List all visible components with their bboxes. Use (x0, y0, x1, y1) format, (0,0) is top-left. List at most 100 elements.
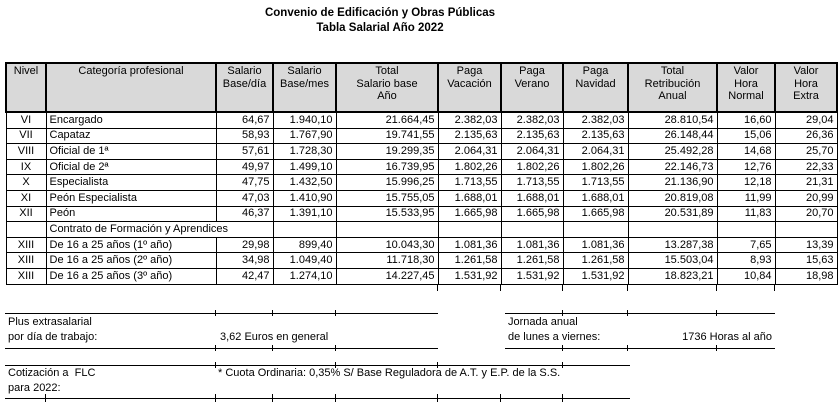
total-retribucion-cell: 21.136,90 (627, 174, 718, 191)
total-retribucion-cell: 15.503,04 (627, 252, 718, 269)
paga-vacacion-cell: 1.665,98 (437, 205, 502, 223)
jornada-value: 1736 Horas al año (682, 331, 772, 343)
salario-base-dia-cell: 47,75 (215, 174, 274, 191)
valor-hora-extra-cell: 25,70 (774, 143, 838, 160)
valor-hora-extra-cell: 26,36 (774, 127, 838, 145)
plus-label-line2: por día de trabajo: (8, 331, 98, 343)
gridline-tick (627, 285, 628, 291)
paga-verano-cell: 1.688,01 (500, 189, 564, 207)
salario-base-mes-cell: 899,40 (272, 236, 337, 254)
total-retribucion-cell: 22.146,73 (627, 158, 718, 176)
nivel-cell: XII (5, 205, 47, 223)
section-label-cell: Contrato de Formación y Aprendices (45, 221, 274, 238)
total-salario-base-cell: 11.718,30 (335, 252, 439, 269)
paga-verano-cell: 2.064,31 (500, 143, 564, 160)
nivel-cell: VII (5, 127, 47, 145)
nivel-cell: VIII (5, 143, 47, 160)
gridline-tick (562, 394, 563, 402)
cotizacion-label-line2: para 2022: (8, 382, 61, 394)
total-retribucion-cell: 28.810,54 (627, 111, 718, 129)
valor-hora-normal-cell: 8,93 (716, 252, 776, 269)
salario-base-dia-cell: 34,98 (215, 252, 274, 269)
table-row: VI Encargado 64,67 1.940,10 21.664,45 2.382,0… (5, 111, 838, 129)
gridline-tick (437, 394, 438, 402)
salario-base-dia-cell: 42,47 (215, 267, 274, 285)
salario-base-mes-cell: 1.391,10 (272, 205, 337, 223)
empty-cell (500, 221, 564, 238)
gridline-tick (45, 394, 46, 402)
salario-base-mes-cell: 1.049,40 (272, 252, 337, 269)
paga-vacacion-cell: 1.081,36 (437, 236, 502, 254)
categoria-cell: Especialista (45, 174, 217, 191)
gridline-tick (774, 285, 775, 291)
paga-verano-cell: 1.531,92 (500, 267, 564, 285)
categoria-cell: De 16 a 25 años (1º año) (45, 236, 217, 254)
valor-hora-normal-cell: 15,06 (716, 127, 776, 145)
gridline-tick (215, 362, 216, 368)
gridline-tick (500, 285, 501, 291)
total-retribucion-cell: 13.287,38 (627, 236, 718, 254)
valor-hora-normal-cell: 12,18 (716, 174, 776, 191)
paga-vacacion-cell: 2.382,03 (437, 111, 502, 129)
plus-extrasalarial-note: Plus extrasalarial por día de trabajo: 3… (5, 313, 438, 349)
paga-verano-cell: 1.081,36 (500, 236, 564, 254)
header-salario-dia: Salario Base/día (215, 62, 274, 113)
header-paga-navidad: Paga Navidad (562, 62, 629, 113)
salario-base-dia-cell: 47,03 (215, 189, 274, 207)
valor-hora-normal-cell: 16,60 (716, 111, 776, 129)
table-row: XIII De 16 a 25 años (3º año) 42,47 1.274,1… (5, 267, 838, 285)
total-salario-base-cell: 19.741,55 (335, 127, 439, 145)
salario-base-mes-cell: 1.274,10 (272, 267, 337, 285)
empty-cell (627, 221, 718, 238)
paga-verano-cell: 1.713,55 (500, 174, 564, 191)
header-hora-extra: Valor Hora Extra (774, 62, 838, 113)
gridline-tick (272, 345, 273, 351)
gridline-tick (562, 310, 563, 316)
table-row: IX Oficial de 2ª 49,97 1.499,10 16.739,95 1.8… (5, 158, 838, 176)
empty-cell (562, 221, 629, 238)
gridline-tick (215, 310, 216, 316)
paga-navidad-cell: 1.081,36 (562, 236, 629, 254)
valor-hora-extra-cell: 20,99 (774, 189, 838, 207)
jornada-label-line2: de lunes a viernes: (508, 331, 601, 343)
header-salario-mes: Salario Base/mes (272, 62, 337, 113)
paga-vacacion-cell: 1.713,55 (437, 174, 502, 191)
empty-cell (335, 221, 439, 238)
gridline-tick (627, 345, 628, 351)
nivel-cell: VI (5, 111, 47, 129)
salary-table-body: VI Encargado 64,67 1.940,10 21.664,45 2.382,0… (5, 111, 838, 285)
table-row: XIII De 16 a 25 años (2º año) 34,98 1.049,4… (5, 252, 838, 269)
salario-base-dia-cell: 46,37 (215, 205, 274, 223)
gridline-tick (437, 362, 438, 368)
gridline-tick (716, 285, 717, 291)
salario-base-mes-cell: 1.410,90 (272, 189, 337, 207)
total-salario-base-cell: 10.043,30 (335, 236, 439, 254)
valor-hora-extra-cell: 20,70 (774, 205, 838, 223)
paga-verano-cell: 1.802,26 (500, 158, 564, 176)
total-salario-base-cell: 21.664,45 (335, 111, 439, 129)
paga-navidad-cell: 1.713,55 (562, 174, 629, 191)
total-salario-base-cell: 16.739,95 (335, 158, 439, 176)
gridline-tick (215, 394, 216, 402)
valor-hora-normal-cell: 10,84 (716, 267, 776, 285)
salario-base-mes-cell: 1.940,10 (272, 111, 337, 129)
paga-verano-cell: 1.261,58 (500, 252, 564, 269)
nivel-cell: X (5, 174, 47, 191)
title-line1: Convenio de Edificación y Obras Públicas (264, 7, 496, 19)
gridline-tick (272, 394, 273, 402)
valor-hora-extra-cell: 21,31 (774, 174, 838, 191)
nivel-cell: XIII (5, 267, 47, 285)
gridline-tick (500, 394, 501, 402)
jornada-anual-note: Jornada anual de lunes a viernes: 1736 H… (505, 313, 775, 349)
total-retribucion-cell: 25.492,28 (627, 143, 718, 160)
nivel-cell: IX (5, 158, 47, 176)
gridline-tick (562, 285, 563, 291)
gridline-tick (335, 362, 336, 368)
header-paga-vacacion: Paga Vacación (437, 62, 502, 113)
gridline-tick (716, 345, 717, 351)
header-total-retribucion: Total Retribución Anual (627, 62, 718, 113)
valor-hora-normal-cell: 14,68 (716, 143, 776, 160)
salario-base-dia-cell: 58,93 (215, 127, 274, 145)
salary-table: Nivel Categoría profesional Salario Base… (5, 62, 838, 285)
paga-vacacion-cell: 1.531,92 (437, 267, 502, 285)
